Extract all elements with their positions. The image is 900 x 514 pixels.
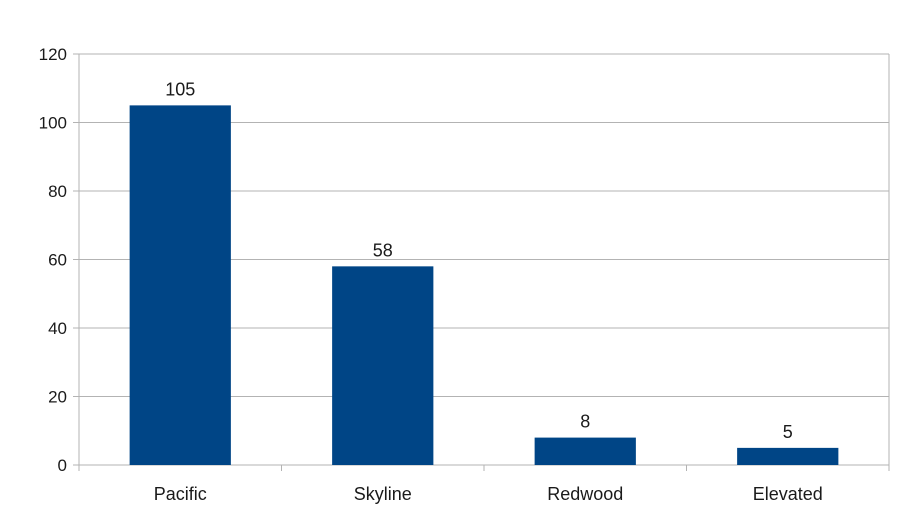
x-label-pacific: Pacific bbox=[154, 484, 207, 504]
x-label-redwood: Redwood bbox=[547, 484, 623, 504]
data-labels: 105 58 8 5 bbox=[165, 79, 793, 442]
y-tick-label: 0 bbox=[58, 456, 67, 475]
y-tick-label: 20 bbox=[48, 388, 67, 407]
x-label-skyline: Skyline bbox=[354, 484, 412, 504]
bar-skyline bbox=[332, 266, 434, 465]
y-tick-label: 40 bbox=[48, 319, 67, 338]
y-axis-ticks: 0 20 40 60 80 100 120 bbox=[39, 45, 79, 475]
x-axis-labels: Pacific Skyline Redwood Elevated bbox=[154, 484, 823, 504]
data-label-skyline: 58 bbox=[373, 240, 393, 260]
data-label-pacific: 105 bbox=[165, 79, 195, 99]
y-tick-label: 100 bbox=[39, 114, 67, 133]
y-tick-label: 120 bbox=[39, 45, 67, 64]
bar-elevated bbox=[737, 447, 839, 465]
y-tick-label: 60 bbox=[48, 251, 67, 270]
data-label-redwood: 8 bbox=[580, 412, 590, 432]
y-tick-label: 80 bbox=[48, 182, 67, 201]
bars bbox=[129, 105, 839, 465]
data-label-elevated: 5 bbox=[783, 422, 793, 442]
bar-pacific bbox=[129, 105, 231, 465]
bar-redwood bbox=[534, 437, 636, 465]
x-label-elevated: Elevated bbox=[753, 484, 823, 504]
